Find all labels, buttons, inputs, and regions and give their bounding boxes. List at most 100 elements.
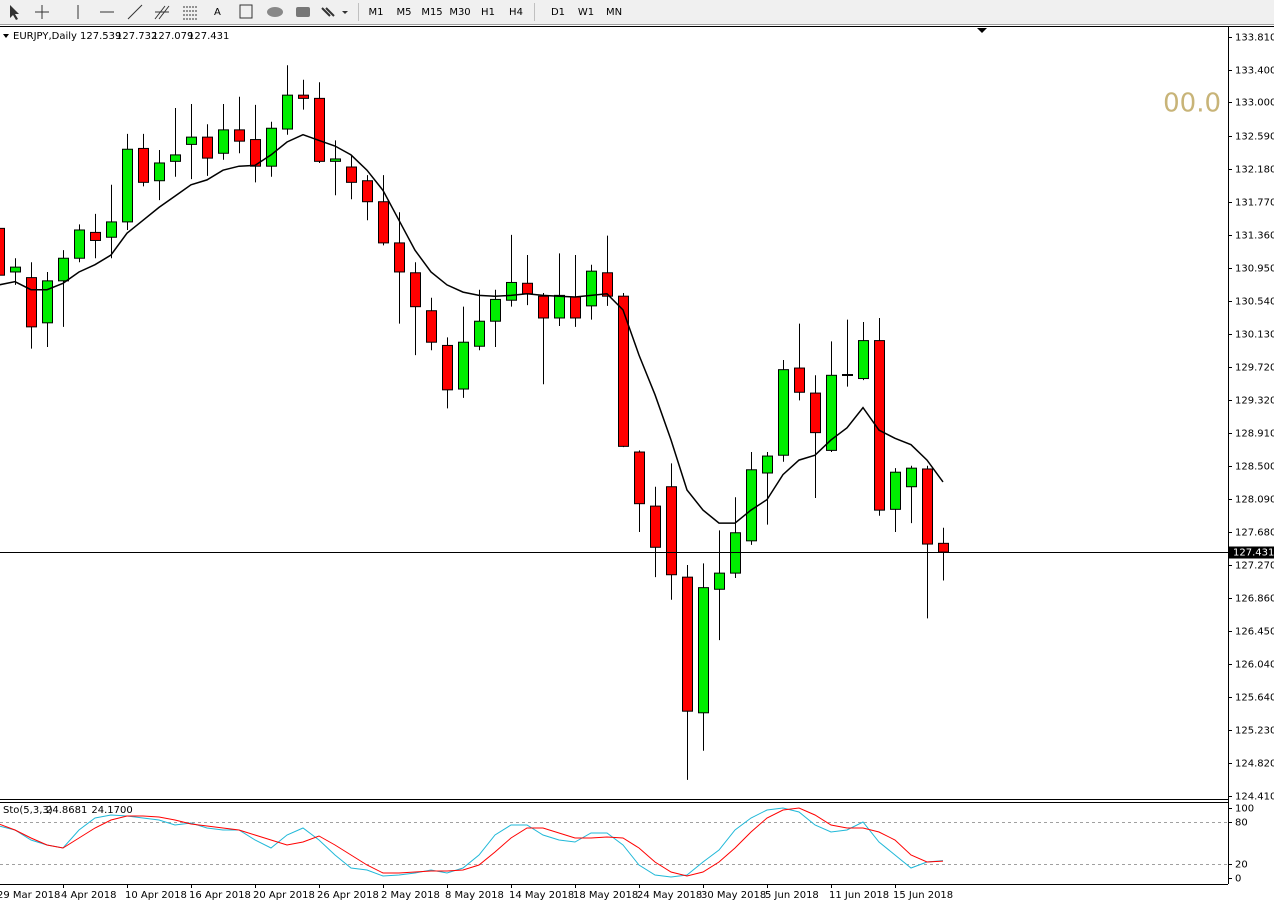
candle-body xyxy=(74,229,85,259)
candle-body xyxy=(250,139,261,167)
candle-body xyxy=(858,340,869,380)
candle-body xyxy=(186,136,197,145)
candle-body xyxy=(410,272,421,308)
y-tick-label: 80 xyxy=(1235,818,1248,829)
indicator-line xyxy=(0,807,944,877)
timeframe-button[interactable]: M5 xyxy=(397,7,412,18)
cursor-tool[interactable] xyxy=(10,5,19,20)
candle-body xyxy=(202,136,213,159)
y-tick-label: 133.000 xyxy=(1235,98,1274,109)
toolbar: A M1 M5 M15 M30 H1 H4 D1 W1 MN xyxy=(0,0,1274,25)
header-close: 127.431 xyxy=(188,31,229,42)
indicator-value: 24.1700 xyxy=(91,805,132,816)
ellipse-tool[interactable] xyxy=(267,7,283,17)
y-tick-label: 128.500 xyxy=(1235,462,1274,473)
timeframe-button[interactable]: W1 xyxy=(578,7,594,18)
candle-body xyxy=(698,587,709,714)
timeframe-button[interactable]: D1 xyxy=(551,7,565,18)
indicator-value: 24.8681 xyxy=(46,805,87,816)
y-tick-label: 0 xyxy=(1235,874,1241,885)
toolbar-bg xyxy=(0,0,1274,24)
candle-body xyxy=(26,277,37,328)
timeframe-button[interactable]: M30 xyxy=(449,7,470,18)
candle-body xyxy=(282,94,293,130)
candle-body xyxy=(538,295,549,319)
candle-body xyxy=(10,266,21,273)
candle-body xyxy=(922,468,933,545)
x-tick-label: 4 Apr 2018 xyxy=(61,890,116,901)
candle-body xyxy=(490,298,501,322)
candle-body xyxy=(634,451,645,505)
channel-tool[interactable] xyxy=(154,5,170,20)
candle-body xyxy=(154,162,165,182)
indicator-title: Sto(5,3,3) xyxy=(3,805,53,816)
y-tick-label: 124.410 xyxy=(1235,792,1274,803)
y-tick-label: 128.910 xyxy=(1235,429,1274,440)
candle-body xyxy=(826,374,837,451)
bid-label-bg xyxy=(1229,546,1274,559)
y-tick-label: 127.680 xyxy=(1235,528,1274,539)
candle-body xyxy=(122,148,133,223)
x-tick-label: 26 Apr 2018 xyxy=(317,890,379,901)
spread-annotation: 00.0 xyxy=(1163,89,1221,119)
text-tool[interactable]: A xyxy=(214,7,221,18)
header-high: 127.732 xyxy=(116,31,157,42)
y-tick-label: 100 xyxy=(1235,804,1254,815)
x-tick-label: 2 May 2018 xyxy=(381,890,440,901)
candle-body xyxy=(746,469,757,542)
candle-body xyxy=(346,166,357,183)
collapse-marker xyxy=(3,34,9,38)
y-tick-label: 124.820 xyxy=(1235,759,1274,770)
y-tick-label: 133.400 xyxy=(1235,66,1274,77)
y-tick-label: 132.180 xyxy=(1235,165,1274,176)
rectangle-tool[interactable] xyxy=(296,7,310,17)
candle-body xyxy=(778,369,789,456)
candle-body xyxy=(810,392,821,434)
bid-label: 127.431 xyxy=(1233,548,1274,559)
candle-body xyxy=(906,467,917,488)
y-tick-label: 128.090 xyxy=(1235,495,1274,506)
timeframe-button[interactable]: M1 xyxy=(369,7,384,18)
arrows-dropdown[interactable] xyxy=(342,11,348,14)
x-tick-label: 11 Jun 2018 xyxy=(829,890,889,901)
candle-body xyxy=(618,295,629,447)
crosshair-tool[interactable] xyxy=(35,5,49,19)
candle-body xyxy=(0,227,5,276)
candle-body xyxy=(362,180,373,203)
candle-body xyxy=(458,341,469,390)
y-tick-label: 20 xyxy=(1235,860,1248,871)
fibonacci-tool[interactable] xyxy=(183,6,197,20)
trendline-tool[interactable] xyxy=(127,4,143,20)
shift-marker xyxy=(977,28,987,33)
y-tick-label: 126.450 xyxy=(1235,627,1274,638)
header-low: 127.079 xyxy=(152,31,193,42)
label-tool[interactable] xyxy=(239,4,253,19)
timeframe-button[interactable]: H4 xyxy=(509,7,523,18)
candle-body xyxy=(90,231,101,241)
candle-body xyxy=(106,221,117,238)
y-tick-label: 133.810 xyxy=(1235,33,1274,44)
candle-body xyxy=(394,242,405,273)
arrows-tool[interactable] xyxy=(321,7,335,17)
x-tick-label: 8 May 2018 xyxy=(445,890,504,901)
timeframe-button[interactable]: H1 xyxy=(481,7,495,18)
candle-body xyxy=(842,374,853,377)
x-tick-label: 30 May 2018 xyxy=(701,890,766,901)
x-tick-label: 15 Jun 2018 xyxy=(893,890,953,901)
timeframe-button[interactable]: MN xyxy=(606,7,622,18)
candle-body xyxy=(554,294,565,319)
x-tick-label: 5 Jun 2018 xyxy=(765,890,819,901)
y-tick-label: 127.270 xyxy=(1235,561,1274,572)
candle-body xyxy=(474,320,485,347)
y-tick-label: 132.590 xyxy=(1235,132,1274,143)
candle-body xyxy=(602,272,613,297)
candle-body xyxy=(426,310,437,343)
candle-body xyxy=(714,572,725,590)
candle-body xyxy=(266,127,277,167)
candle-body xyxy=(42,280,53,324)
y-tick-label: 131.770 xyxy=(1235,198,1274,209)
timeframe-button[interactable]: M15 xyxy=(421,7,442,18)
y-tick-label: 129.720 xyxy=(1235,363,1274,374)
header-open: 127.539 xyxy=(80,31,121,42)
